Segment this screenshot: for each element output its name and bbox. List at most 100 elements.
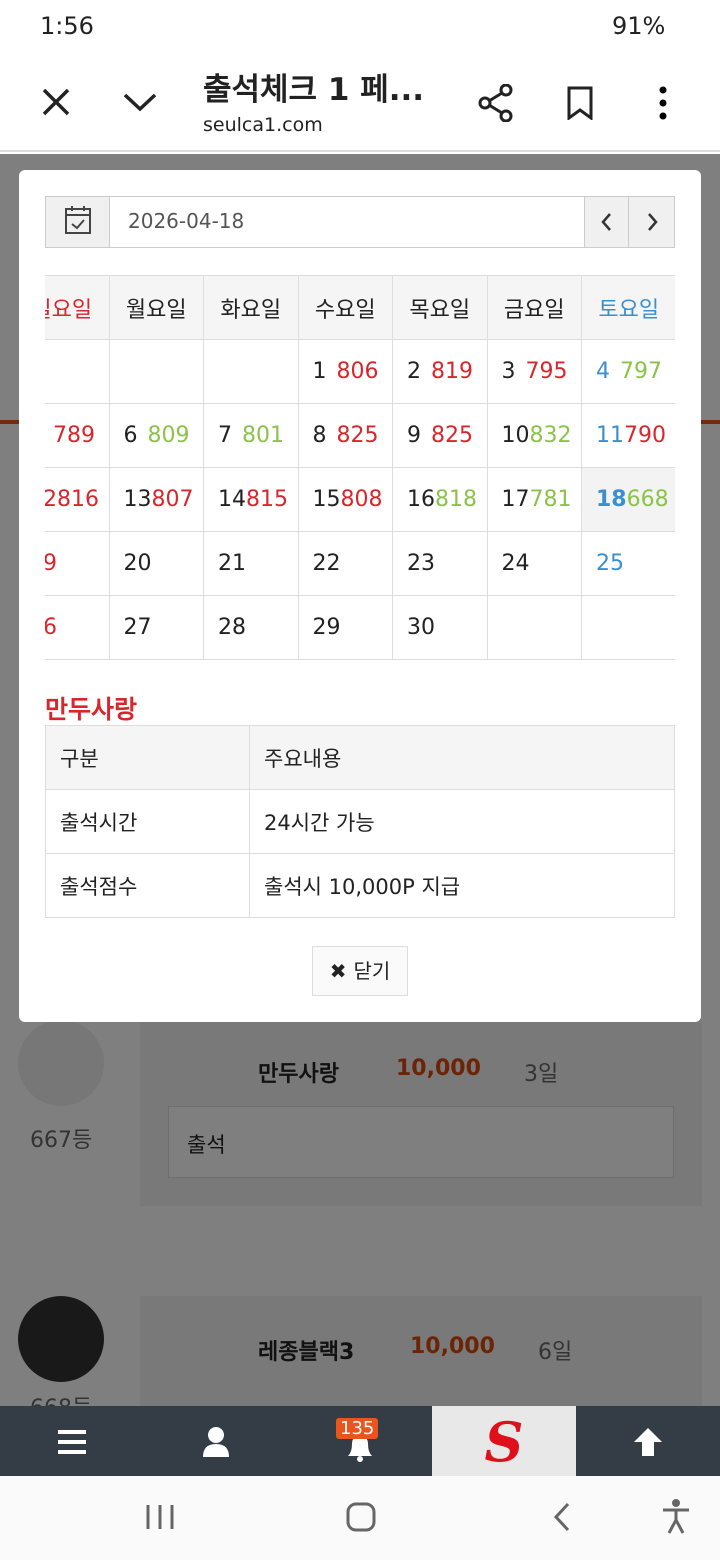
header-cell: 구분: [45, 725, 250, 790]
profile-button[interactable]: [202, 1426, 230, 1458]
day-cell: 28: [203, 595, 299, 660]
attendance-count: 809: [147, 423, 190, 448]
attendance-count: 819: [431, 359, 473, 384]
day-cell: 19: [45, 531, 110, 596]
info-cell: 출석시간: [45, 789, 250, 854]
badge: 135: [336, 1418, 379, 1439]
notification-button[interactable]: [344, 1432, 376, 1462]
weekday: 일요일: [45, 275, 110, 340]
day-cell: 22: [297, 531, 393, 596]
day: 30: [407, 615, 435, 640]
menu-icon[interactable]: [656, 86, 670, 120]
day-cell: 24: [486, 531, 582, 596]
attendance-count: 816: [57, 487, 99, 512]
day-cell: [581, 595, 675, 660]
day: 27: [123, 615, 152, 640]
menu-button[interactable]: [56, 1428, 88, 1456]
back-button[interactable]: [550, 1500, 574, 1534]
close-icon[interactable]: [40, 86, 72, 118]
date-picker: 2026-04-18: [45, 196, 675, 248]
next-button[interactable]: [628, 197, 674, 247]
svg-text:S: S: [485, 1410, 524, 1474]
day: 4: [596, 359, 610, 384]
home-button[interactable]: [344, 1500, 378, 1534]
close-button[interactable]: ✖ 닫기: [312, 946, 408, 996]
day: 3: [501, 359, 516, 384]
day-cell: 3 795: [486, 339, 582, 404]
day: 24: [501, 551, 530, 576]
day: 20: [123, 551, 152, 576]
weekday: 토요일: [581, 275, 675, 340]
attendance-count: 825: [431, 423, 473, 448]
day-cell: 10832: [486, 403, 582, 468]
day: 22: [312, 551, 341, 576]
attendance-count: 818: [435, 487, 477, 512]
info-table: 구분 주요내용 출석시간 24시간 가능 출석점수 출석시 10,000P 지급: [45, 725, 675, 918]
info-title: 만두사랑: [45, 695, 138, 724]
day-cell: 7 801: [203, 403, 299, 468]
recents-button[interactable]: [144, 1502, 176, 1532]
week-row: 578968097801882598251083211790: [45, 403, 675, 468]
attendance-count: 825: [336, 423, 379, 448]
info-cell: 출석점수: [45, 853, 250, 918]
week-row: 1 806 2 819 3 795 4 797: [45, 339, 675, 404]
attendance-count: 806: [336, 359, 379, 384]
day-cell: 5789: [45, 403, 110, 468]
info-cell: 24시간 가능: [249, 789, 675, 854]
browser-bar: 출석체크 1 페... seulca1.com: [0, 56, 720, 152]
day-cell: 30: [392, 595, 488, 660]
bookmark-icon[interactable]: [566, 86, 594, 120]
day-cell: 13807: [108, 467, 204, 532]
share-icon[interactable]: [478, 84, 514, 122]
logo-button[interactable]: S: [432, 1406, 576, 1476]
day-cell: 8 825: [297, 403, 393, 468]
url: seulca1.com: [203, 114, 323, 136]
day: 12: [45, 487, 57, 512]
day-cell: 2 819: [392, 339, 488, 404]
day: 13: [123, 487, 152, 512]
day-cell: 21: [203, 531, 299, 596]
day: 11: [596, 423, 624, 448]
day-cell: 9 825: [392, 403, 488, 468]
weekday: 월요일: [108, 275, 204, 340]
calendar: 일요일월요일화요일수요일목요일금요일토요일1806281937954797578…: [45, 275, 675, 660]
dropdown-icon[interactable]: [122, 90, 158, 114]
week-row: 19 20 21 22 23 24 25: [45, 531, 675, 596]
top-button[interactable]: [632, 1426, 664, 1458]
weekday: 금요일: [486, 275, 582, 340]
day: 2: [407, 359, 421, 384]
weekday: 목요일: [392, 275, 488, 340]
day-cell: [486, 595, 582, 660]
day: 9: [407, 423, 421, 448]
day: 15: [312, 487, 341, 512]
day-cell: 26: [45, 595, 110, 660]
weekday-row: 일요일월요일화요일수요일목요일금요일토요일: [45, 275, 675, 340]
calendar-viewport: 일요일월요일화요일수요일목요일금요일토요일1806281937954797578…: [45, 275, 675, 661]
day-cell: 18668: [581, 467, 675, 532]
accessibility-button[interactable]: [660, 1498, 692, 1536]
day-cell: 11790: [581, 403, 675, 468]
calendar-icon[interactable]: [46, 197, 110, 247]
day: 14: [218, 487, 246, 512]
day-cell: 17781: [486, 467, 582, 532]
time: 1:56: [40, 12, 94, 40]
date-value[interactable]: 2026-04-18: [128, 209, 245, 233]
day: 18: [596, 487, 627, 512]
attendance-count: 790: [624, 423, 666, 448]
bottom-nav: 135 S: [0, 1406, 720, 1476]
day-cell: 1 806: [297, 339, 393, 404]
day: 25: [596, 551, 624, 576]
day-cell: 15808: [297, 467, 393, 532]
week-row: 12816138071481515808168181778118668: [45, 467, 675, 532]
day: 19: [45, 551, 57, 576]
day-cell: 20: [108, 531, 204, 596]
day: 8: [312, 423, 327, 448]
prev-button[interactable]: [584, 197, 628, 247]
header-cell: 주요내용: [249, 725, 675, 790]
day: 16: [407, 487, 435, 512]
close-label: 닫기: [353, 959, 391, 983]
weekday: 수요일: [297, 275, 393, 340]
day: 1: [312, 359, 327, 384]
attendance-count: 797: [620, 359, 662, 384]
